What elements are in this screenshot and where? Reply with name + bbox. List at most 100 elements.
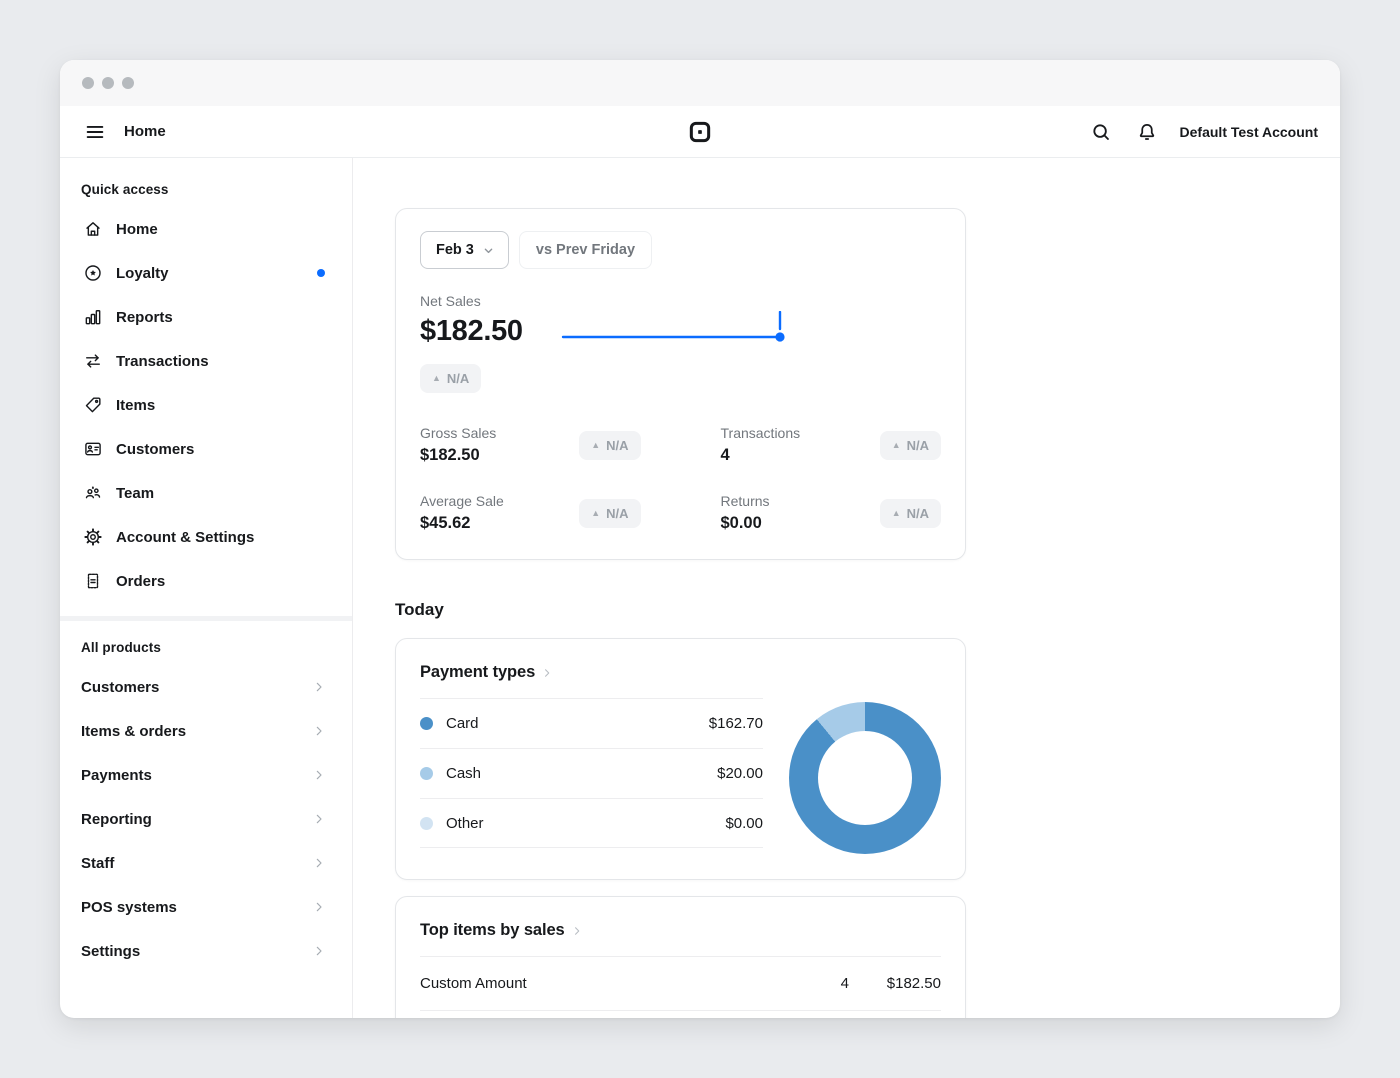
top-items-title-link[interactable]: Top items by sales [420,921,941,940]
metric-value: $45.62 [420,514,471,532]
transactions-icon [86,354,100,368]
triangle-up-icon: ▲ [591,507,601,518]
legend-label: Card [446,715,479,732]
delta-value: N/A [906,437,929,453]
item-count: 4 [840,975,849,992]
triangle-up-icon: ▲ [432,373,441,383]
items-icon [85,397,101,413]
home-icon [86,222,100,236]
sidebar-item-label: Reports [116,308,173,326]
sidebar-item-items[interactable]: Items [60,383,352,427]
sidebar-item-label: Payments [81,766,152,784]
delta-value: N/A [446,371,470,386]
sidebar-item-label: Loyalty [116,264,169,282]
search-icon [1092,123,1109,140]
payment-types-legend: Card $162.70 Cash $20.00 Other $0.00 [420,698,763,854]
orders-icon [87,573,99,589]
all-products-label: All products [81,640,161,655]
metric-gross-sales: Gross Sales $182.50 ▲ N/A [420,425,641,465]
sidebar-item-products-customers[interactable]: Customers [60,665,352,709]
compare-period-button[interactable]: vs Prev Friday [518,231,653,269]
sidebar-item-payments[interactable]: Payments [60,753,352,797]
sidebar-item-label: Account & Settings [116,528,255,546]
sidebar-item-staff[interactable]: Staff [60,841,352,885]
hamburger-icon [86,125,104,138]
hamburger-menu-button[interactable] [82,119,108,145]
sidebar-item-account-settings[interactable]: Account & Settings [60,515,352,559]
legend-amount: $20.00 [717,765,763,782]
sales-summary-card: Feb 3 vs Prev Friday Net Sales $182.50 [395,208,966,560]
sidebar-item-label: Items & orders [81,722,187,740]
sidebar-item-team[interactable]: Team [60,471,352,515]
date-selector-button[interactable]: Feb 3 [420,231,509,269]
item-name: Custom Amount [420,975,527,992]
team-icon [85,486,101,499]
metric-label: Gross Sales [420,425,497,441]
chevron-right-icon [316,814,322,824]
gear-icon [84,528,102,546]
loyalty-icon [85,265,101,281]
legend-dot [420,816,433,830]
sidebar-item-pos-systems[interactable]: POS systems [60,885,352,929]
reports-icon [85,310,101,325]
net-sales-value: $182.50 [420,315,523,347]
window-control-dot[interactable] [102,77,114,89]
sidebar-item-orders[interactable]: Orders [60,559,352,603]
top-items-card: Top items by sales Custom Amount 4 $182.… [395,896,966,1018]
sidebar-item-label: POS systems [81,898,177,916]
chevron-right-icon [545,668,550,677]
legend-label: Cash [446,765,482,782]
sidebar-item-items-orders[interactable]: Items & orders [60,709,352,753]
sidebar-item-label: Customers [116,440,195,458]
legend-row-card: Card $162.70 [420,698,763,748]
customers-icon [85,442,101,456]
payment-types-donut [789,702,941,854]
main-content: Feb 3 vs Prev Friday Net Sales $182.50 [353,158,1340,1018]
delta-value: N/A [606,437,629,453]
legend-amount: $0.00 [725,814,763,832]
metric-returns: Returns $0.00 ▲ N/A [720,493,941,533]
metric-transactions: Transactions 4 ▲ N/A [720,425,941,465]
chevron-right-icon [316,770,322,780]
chevron-right-icon [574,926,579,935]
window-titlebar [60,60,1340,106]
payment-types-card: Payment types Card $162.70 Cash $20 [395,638,966,880]
sidebar-item-reporting[interactable]: Reporting [60,797,352,841]
legend-dot [420,767,433,780]
chevron-right-icon [316,946,322,956]
sidebar-item-loyalty[interactable]: Loyalty [60,251,352,295]
metric-delta-badge: ▲ N/A [879,498,941,528]
sidebar-item-label: Team [116,484,155,502]
app-window: Home Default Test Account [60,60,1340,1018]
payment-types-title-link[interactable]: Payment types [420,663,941,682]
metric-delta-badge: ▲ N/A [579,430,641,460]
chevron-right-icon [316,858,322,868]
search-button[interactable] [1088,119,1114,145]
triangle-up-icon: ▲ [591,439,601,450]
notifications-button[interactable] [1134,119,1160,145]
metric-label: Average Sale [420,493,504,509]
today-heading: Today [395,600,444,619]
triangle-up-icon: ▲ [891,507,901,518]
bell-icon [1139,123,1154,140]
sidebar-item-home[interactable]: Home [60,207,352,251]
sidebar-divider [60,616,352,621]
sidebar: Quick access Home Loyalty Repor [60,158,353,1018]
account-menu[interactable]: Default Test Account [1179,123,1318,140]
sidebar-item-settings[interactable]: Settings [60,929,352,973]
sidebar-item-customers[interactable]: Customers [60,427,352,471]
sidebar-item-label: Transactions [116,352,209,370]
metric-value: $182.50 [420,446,480,464]
window-control-dot[interactable] [122,77,134,89]
sidebar-item-label: Items [116,396,156,414]
metric-value: 4 [720,446,730,464]
legend-amount: $162.70 [708,715,763,732]
window-control-dot[interactable] [82,77,94,89]
card-title: Top items by sales [420,921,565,939]
sidebar-item-reports[interactable]: Reports [60,295,352,339]
sidebar-item-transactions[interactable]: Transactions [60,339,352,383]
metric-delta-badge: ▲ N/A [879,430,941,460]
metric-value: $0.00 [720,514,762,532]
top-item-row: Custom Amount 4 $182.50 [420,956,941,1011]
legend-dot [420,717,433,730]
